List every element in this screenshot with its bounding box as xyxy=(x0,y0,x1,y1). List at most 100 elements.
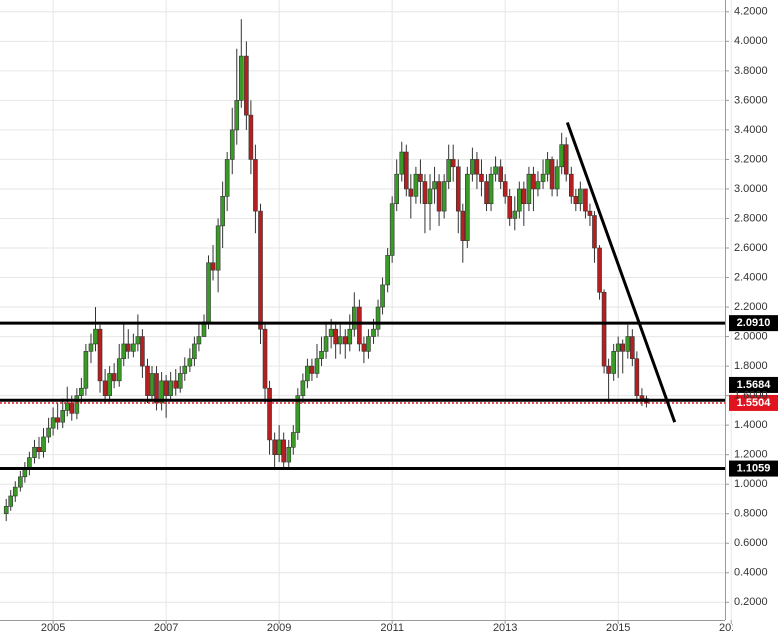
candle-body xyxy=(399,151,405,175)
candle-body xyxy=(18,476,23,488)
candle-body xyxy=(244,55,249,116)
candle-body xyxy=(554,166,560,190)
candle-body xyxy=(262,328,268,389)
candle-body xyxy=(41,436,46,453)
candle-body xyxy=(196,336,202,345)
candle-body xyxy=(36,446,42,453)
level-label-box xyxy=(729,315,778,332)
x-tick-label: 2009 xyxy=(267,622,291,634)
candle-body xyxy=(60,410,66,423)
candle-body xyxy=(380,284,385,308)
candle-body xyxy=(479,173,484,182)
candle-body xyxy=(102,380,108,396)
candle-body xyxy=(111,373,117,382)
y-tick-label: 1.0000 xyxy=(734,478,768,490)
candle-body xyxy=(620,343,626,352)
candle-body xyxy=(413,173,419,197)
candle-body xyxy=(177,373,183,389)
candle-body xyxy=(615,343,621,352)
candle-body xyxy=(394,173,399,205)
candle-body xyxy=(418,173,423,182)
candle-body xyxy=(578,188,583,205)
y-tick-label: 1.6000 xyxy=(734,390,768,402)
candle-body xyxy=(403,151,409,190)
candle-body xyxy=(540,173,546,182)
trend-line xyxy=(565,122,677,423)
candle-body xyxy=(125,343,131,352)
y-tick-label: 2.0000 xyxy=(734,330,768,342)
candle-body xyxy=(639,395,645,399)
y-tick-label: 2.8000 xyxy=(734,212,768,224)
candle-body xyxy=(140,336,145,367)
y-tick-label: 1.8000 xyxy=(734,360,768,372)
candle-body xyxy=(50,417,56,429)
candle-body xyxy=(634,358,640,396)
candle-body xyxy=(389,203,395,256)
candle-body xyxy=(583,188,588,212)
y-tick-label: 0.8000 xyxy=(734,508,768,520)
candle-body xyxy=(97,328,103,382)
candle-body xyxy=(606,365,611,374)
candle-body xyxy=(512,210,518,219)
price-label: 1.5504 xyxy=(737,397,772,409)
candle-body xyxy=(229,129,235,160)
y-tick-label: 4.0000 xyxy=(734,35,768,47)
candle-body xyxy=(300,380,306,396)
candle-body xyxy=(107,373,112,396)
candle-body xyxy=(74,395,80,414)
candle-body xyxy=(258,210,263,330)
candle-body xyxy=(93,328,98,345)
y-tick-label: 1.2000 xyxy=(734,449,768,461)
candle-body xyxy=(168,380,173,396)
candle-body xyxy=(375,306,381,330)
candle-body xyxy=(121,343,127,360)
candle-body xyxy=(521,188,527,205)
candle-body xyxy=(224,159,230,197)
candle-body xyxy=(517,188,522,212)
candle-body xyxy=(276,439,282,455)
candle-body xyxy=(290,432,296,448)
candle-body xyxy=(361,343,367,352)
candle-body xyxy=(526,173,532,205)
candle-body xyxy=(272,439,277,455)
candle-body xyxy=(309,365,315,374)
candle-body xyxy=(450,159,456,168)
x-tick-label: 2015 xyxy=(606,622,630,634)
candle-body xyxy=(206,262,211,323)
y-tick-label: 2.6000 xyxy=(734,242,768,254)
candle-body xyxy=(601,291,607,367)
level-label-box xyxy=(729,460,778,477)
candle-body xyxy=(611,351,616,374)
candle-body xyxy=(286,446,292,463)
candle-body xyxy=(441,181,447,212)
candle-body xyxy=(295,395,301,433)
candle-body xyxy=(573,196,579,205)
candle-body xyxy=(502,181,508,197)
candle-body xyxy=(493,166,498,175)
candle-body xyxy=(131,343,136,352)
candle-body xyxy=(323,336,329,352)
candle-body xyxy=(559,144,564,168)
candle-body xyxy=(422,181,428,205)
candle-body xyxy=(88,343,94,352)
y-tick-label: 3.2000 xyxy=(734,153,768,165)
candle-body xyxy=(371,328,376,337)
candle-body xyxy=(3,506,9,515)
candle-body xyxy=(545,159,550,175)
candle-body xyxy=(64,402,70,411)
candle-body xyxy=(432,181,437,190)
candle-body xyxy=(248,114,254,160)
candle-body xyxy=(474,159,480,175)
price-label-box xyxy=(729,394,778,411)
candle-body xyxy=(267,387,272,441)
candle-body xyxy=(507,196,513,219)
candle-body xyxy=(333,328,338,345)
candle-body xyxy=(460,210,466,241)
y-tick-label: 3.4000 xyxy=(734,124,768,136)
candle-body xyxy=(535,181,541,190)
y-tick-label: 4.2000 xyxy=(734,6,768,18)
level-label: 1.1059 xyxy=(737,462,771,474)
y-tick-label: 0.4000 xyxy=(734,567,768,579)
candle-body xyxy=(592,215,597,249)
